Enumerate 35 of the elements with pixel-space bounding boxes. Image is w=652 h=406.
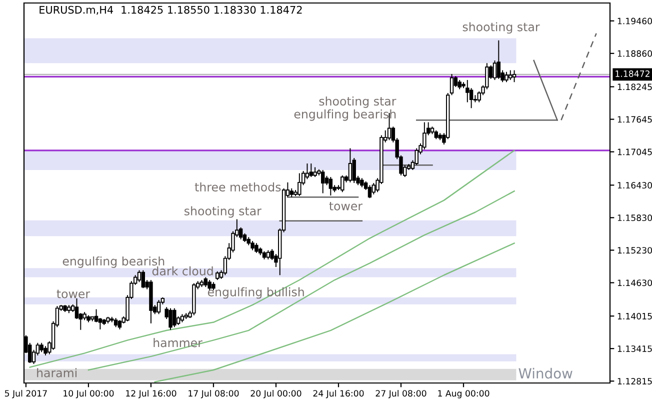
band-label: Window [518,368,572,379]
y-tick-label: 1.18860 [618,50,652,57]
x-tick-label: 5 Jul 2017 [4,390,47,398]
x-tick-label: 1 Aug 00:00 [438,390,490,398]
y-tick-label: 1.18245 [618,84,652,90]
annotation: tower [329,202,363,210]
annotation: shooting star [462,22,540,34]
annotation: three methods [194,182,281,192]
annotation: engulfing bearish [62,256,164,268]
y-tick-label: 1.14015 [618,312,652,320]
y-tick-label: 1.14630 [618,280,652,286]
annotation: harami [37,368,76,378]
x-tick-label: 17 Jul 08:00 [188,390,239,398]
y-tick-label: 1.12815 [618,378,652,384]
annotation: dark cloud [152,266,213,276]
annotation: shooting star [319,96,396,108]
y-tick-label: 1.13415 [618,345,652,352]
x-tick-label: 24 Jul 16:00 [313,390,364,398]
annotation: engulfing bearish [294,109,396,121]
ref-line-label: 1.18472 [616,70,650,77]
chart-subtitle: 1.18425 1.18550 1.18330 1.18472 [122,6,302,14]
x-tick-label: 20 Jul 00:00 [250,390,302,398]
chart-title: EURUSD.m,H4 [40,6,113,15]
x-tick-label: 12 Jul 16:00 [126,390,176,398]
annotation: hammer [154,338,202,348]
y-tick-label: 1.16430 [618,182,652,189]
y-tick-label: 1.15230 [618,247,652,254]
x-tick-label: 10 Jul 00:00 [64,390,114,398]
y-tick-label: 1.17645 [618,116,652,123]
x-tick-label: 27 Jul 08:00 [376,390,426,398]
annotation: shooting star [184,206,262,218]
annotation: tower [56,290,90,298]
y-tick-label: 1.15830 [618,214,652,222]
y-tick-label: 1.17045 [618,148,652,156]
y-tick-label: 1.19460 [618,18,652,24]
